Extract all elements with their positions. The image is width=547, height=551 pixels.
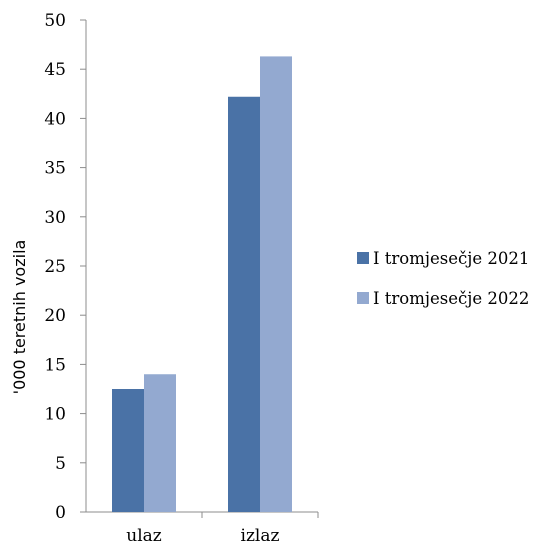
- bar-ulaz-series-2: [144, 374, 176, 512]
- y-tick-label: 25: [44, 257, 66, 277]
- y-axis-label: '000 teretnih vozila: [10, 240, 29, 395]
- bar-izlaz-series-2: [260, 56, 292, 513]
- y-tick-label: 50: [44, 11, 66, 31]
- y-tick-label: 40: [44, 109, 66, 129]
- legend: I tromjesečje 2021 I tromjesečje 2022: [357, 249, 529, 308]
- y-tick-label: 10: [44, 405, 66, 425]
- x-category-label: izlaz: [241, 526, 280, 546]
- legend-label: I tromjesečje 2021: [373, 249, 529, 268]
- legend-swatch: [357, 252, 369, 264]
- legend-label: I tromjesečje 2022: [373, 289, 529, 308]
- y-tick-label: 30: [44, 208, 66, 228]
- y-tick-label: 15: [44, 355, 66, 375]
- x-category-label: ulaz: [126, 526, 162, 546]
- y-tick-label: 35: [44, 159, 66, 179]
- y-tick-label: 45: [44, 60, 66, 80]
- bar-izlaz-series-1: [228, 96, 260, 512]
- y-tick-label: 5: [55, 454, 66, 474]
- plot-area: 0 5 10 15 20 25 30 35 40 45 50 ulaz izlaz: [44, 11, 319, 546]
- y-tick-label: 0: [55, 503, 66, 523]
- legend-swatch: [357, 292, 369, 304]
- bar-ulaz-series-1: [112, 389, 144, 512]
- y-tick-label: 20: [44, 306, 66, 326]
